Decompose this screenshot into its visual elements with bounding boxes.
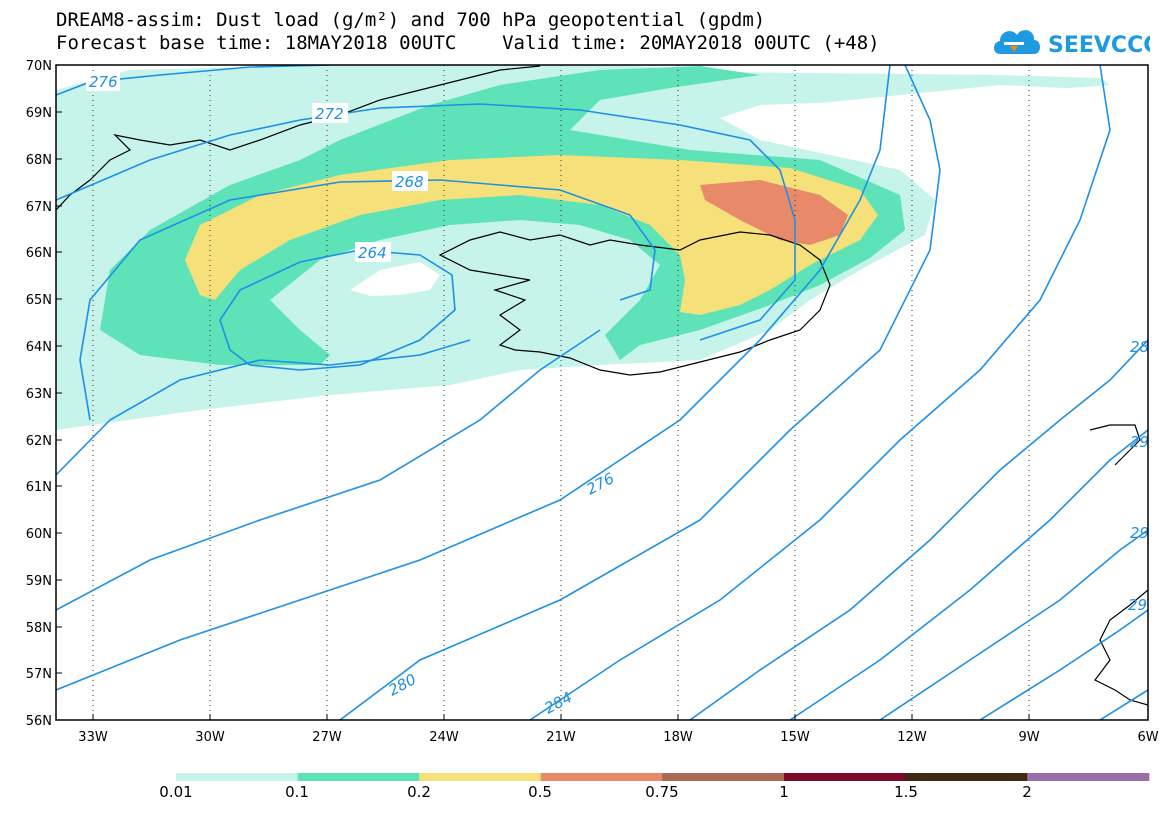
cloud-icon <box>994 30 1040 54</box>
lon-label: 18W <box>663 730 693 745</box>
longitude-labels: 33W 30W 27W 24W 21W 18W 15W 12W 9W 6W <box>78 730 1158 745</box>
lat-label: 62N <box>26 434 52 449</box>
latitude-axis <box>56 111 62 674</box>
lon-label: 21W <box>546 730 576 745</box>
lon-label: 30W <box>195 730 225 745</box>
contour-label: 268 <box>395 173 424 191</box>
dust-clear-patch <box>350 262 440 296</box>
lat-label: 59N <box>26 574 52 589</box>
contour-label: 28 <box>1130 338 1149 356</box>
colorbar <box>176 773 1150 781</box>
lat-label: 66N <box>26 246 52 261</box>
latitude-labels: 70N 69N 68N 67N 66N 65N 64N 63N 62N 61N … <box>26 59 52 729</box>
lat-label: 67N <box>26 200 52 215</box>
contour-label: 29 <box>1128 596 1147 614</box>
colorbar-label: 2 <box>1022 783 1032 801</box>
contour-label: 272 <box>315 105 344 123</box>
colorbar-swatch <box>1027 773 1150 781</box>
contour-label: 29 <box>1130 524 1149 542</box>
lat-label: 69N <box>26 106 52 121</box>
lat-label: 58N <box>26 621 52 636</box>
coastline-iceland <box>438 231 831 376</box>
lat-label: 61N <box>26 480 52 495</box>
logo-text: SEEVCCC <box>1048 33 1150 58</box>
lon-label: 24W <box>429 730 459 745</box>
colorbar-swatch <box>905 773 1028 781</box>
seevccc-logo: SEEVCCC <box>994 30 1150 58</box>
forecast-time-subtitle: Forecast base time: 18MAY2018 00UTC Vali… <box>56 32 880 54</box>
colorbar-swatch <box>540 773 663 781</box>
lat-label: 64N <box>26 340 52 355</box>
coastline-greenland <box>56 65 541 211</box>
lon-label: 6W <box>1137 730 1158 745</box>
colorbar-label: 0.75 <box>645 783 678 801</box>
colorbar-label: 0.1 <box>285 783 309 801</box>
dust-field-high <box>700 180 848 245</box>
coastline-scotland <box>1089 424 1148 706</box>
lat-label: 56N <box>26 714 52 729</box>
lon-label: 27W <box>312 730 342 745</box>
contour-label: 264 <box>358 244 387 262</box>
colorbar-labels: 0.01 0.1 0.2 0.5 0.75 1 1.5 2 <box>159 783 1031 801</box>
colorbar-label: 1 <box>779 783 789 801</box>
contour-label: 29 <box>1130 433 1149 451</box>
lat-label: 60N <box>26 527 52 542</box>
dust-clear-patch <box>56 85 1148 720</box>
colorbar-swatch <box>297 773 420 781</box>
colorbar-label: 0.5 <box>528 783 552 801</box>
colorbar-swatch <box>662 773 785 781</box>
lat-label: 63N <box>26 387 52 402</box>
lon-label: 15W <box>780 730 810 745</box>
longitude-axis <box>92 714 1030 720</box>
colorbar-swatch <box>784 773 907 781</box>
lat-label: 68N <box>26 153 52 168</box>
graticule <box>92 65 1030 720</box>
contour-label: 276 <box>89 73 118 91</box>
lon-label: 9W <box>1018 730 1039 745</box>
map-title: DREAM8-assim: Dust load (g/m²) and 700 h… <box>56 9 766 31</box>
colorbar-swatch <box>419 773 542 781</box>
colorbar-label: 1.5 <box>894 783 918 801</box>
colorbar-label: 0.2 <box>407 783 431 801</box>
lat-label: 65N <box>26 293 52 308</box>
geopotential-contours <box>56 65 1148 720</box>
lon-label: 12W <box>897 730 927 745</box>
lon-label: 33W <box>78 730 108 745</box>
colorbar-label: 0.01 <box>159 783 192 801</box>
colorbar-swatch <box>176 773 299 781</box>
lat-label: 70N <box>26 59 52 74</box>
lat-label: 57N <box>26 667 52 682</box>
